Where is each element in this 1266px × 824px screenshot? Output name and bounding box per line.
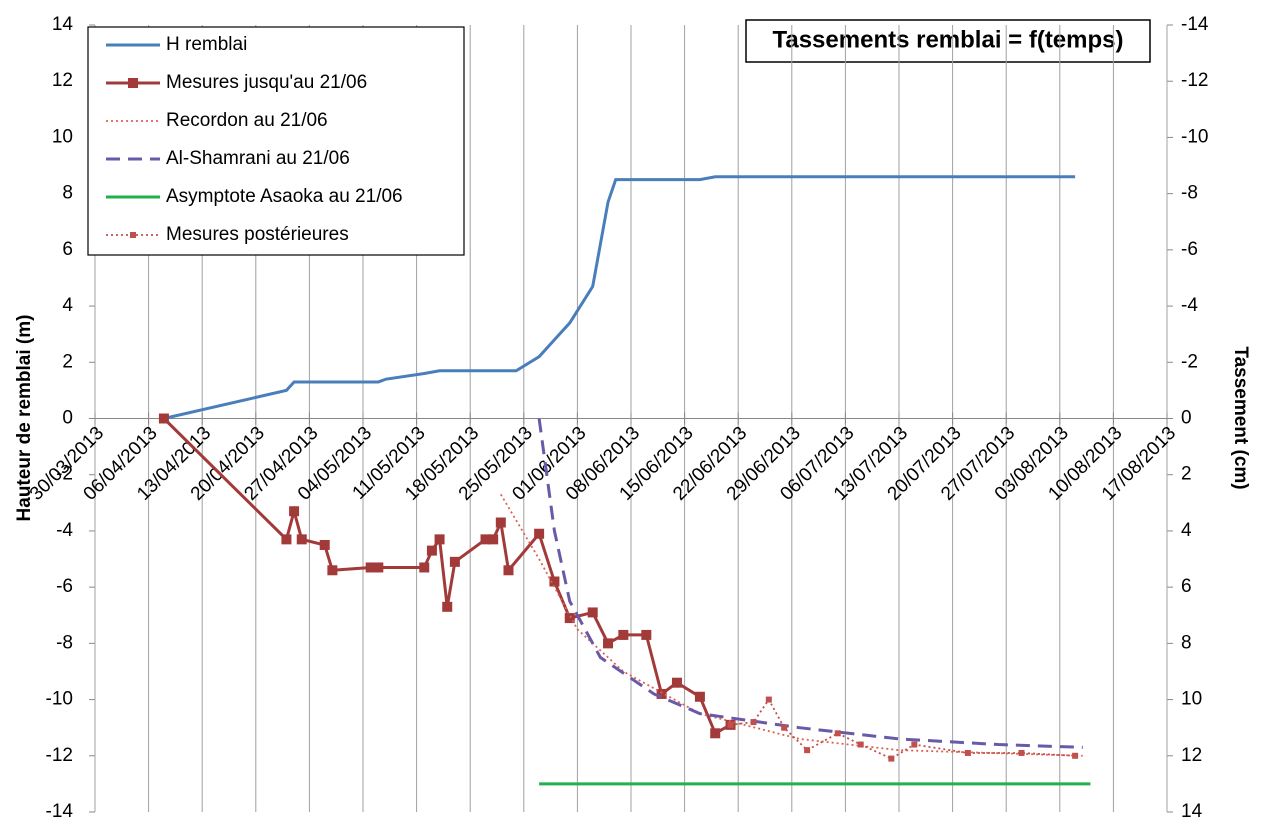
y2-tick-label: -2: [1181, 351, 1198, 372]
data-point: [587, 607, 598, 618]
data-point: [603, 638, 614, 649]
y-axis-label: Hauteur de remblai (m): [14, 315, 35, 522]
data-point: [710, 728, 721, 739]
legend-label: H remblai: [166, 34, 247, 55]
data-point: [319, 539, 330, 550]
legend-marker: [130, 232, 136, 238]
data-point: [618, 629, 629, 640]
data-point: [281, 534, 292, 545]
series-line: [163, 175, 1076, 420]
data-point: [549, 576, 560, 587]
data-point: [656, 688, 667, 699]
y-tick-label: 14: [52, 14, 74, 35]
title-box: [745, 19, 1151, 63]
chart-title: Tassements remblai = f(temps): [772, 26, 1123, 53]
y2-tick-label: -4: [1181, 295, 1198, 316]
legend-box: [87, 26, 465, 256]
data-point: [857, 741, 864, 748]
data-point: [480, 534, 491, 545]
data-point: [434, 534, 445, 545]
data-point: [442, 601, 453, 612]
y2-axis-label: Tassement (cm): [1230, 346, 1251, 489]
data-point: [888, 755, 895, 762]
data-point: [564, 613, 575, 624]
data-point: [765, 696, 772, 703]
y-tick-label: -14: [46, 801, 74, 822]
y2-tick-label: -10: [1181, 126, 1208, 147]
y2-tick-label: 14: [1181, 801, 1203, 822]
y2-tick-label: 0: [1181, 408, 1192, 429]
legend-label: Al-Shamrani au 21/06: [166, 148, 350, 169]
series-line: [537, 418, 1083, 749]
data-point: [1072, 752, 1079, 759]
data-point: [804, 747, 811, 754]
y-tick-label: -6: [56, 576, 73, 597]
y-tick-label: 10: [52, 126, 73, 147]
y-tick-label: -2: [56, 464, 73, 485]
y-tick-label: 0: [62, 408, 73, 429]
y2-tick-label: -8: [1181, 183, 1198, 204]
y2-tick-label: 8: [1181, 632, 1192, 653]
data-point: [534, 528, 545, 539]
data-point: [834, 730, 841, 737]
legend-label: Mesures postérieures: [166, 224, 349, 245]
data-point: [289, 506, 300, 517]
legend-label: Recordon au 21/06: [166, 110, 328, 131]
series-line: [500, 493, 1083, 757]
data-point: [373, 562, 384, 573]
y-tick-label: 2: [62, 351, 73, 372]
y2-tick-label: 12: [1181, 745, 1202, 766]
y-tick-label: -10: [46, 689, 73, 710]
y-tick-label: -4: [56, 520, 73, 541]
data-point: [727, 721, 734, 728]
y2-tick-label: 2: [1181, 464, 1192, 485]
data-point: [694, 691, 705, 702]
data-point: [365, 562, 376, 573]
data-point: [641, 629, 652, 640]
y2-tick-label: -14: [1181, 14, 1209, 35]
data-point: [296, 534, 307, 545]
series-line: [730, 697, 1076, 760]
y-tick-label: 4: [62, 295, 73, 316]
data-point: [750, 719, 757, 726]
legend-label: Mesures jusqu'au 21/06: [166, 72, 367, 93]
data-point: [419, 562, 430, 573]
legend-label: Asymptote Asaoka au 21/06: [166, 186, 403, 207]
data-point: [327, 565, 338, 576]
y2-tick-label: -12: [1181, 70, 1208, 91]
data-point: [503, 565, 514, 576]
data-point: [488, 534, 499, 545]
data-point: [911, 741, 918, 748]
data-point: [1018, 749, 1025, 756]
data-point: [964, 749, 971, 756]
data-point: [426, 545, 437, 556]
y2-tick-label: 10: [1181, 689, 1202, 710]
y-tick-label: 12: [52, 70, 73, 91]
data-point: [781, 724, 788, 731]
data-point: [158, 413, 169, 424]
y-tick-label: -8: [56, 632, 73, 653]
y2-tick-label: -6: [1181, 239, 1198, 260]
data-point: [671, 677, 682, 688]
data-point: [449, 556, 460, 567]
y2-tick-label: 6: [1181, 576, 1192, 597]
y-tick-label: -12: [46, 745, 73, 766]
y-tick-label: 6: [62, 239, 73, 260]
data-point: [495, 517, 506, 528]
legend-marker: [128, 78, 138, 88]
y2-tick-label: 4: [1181, 520, 1192, 541]
y-tick-label: 8: [62, 183, 73, 204]
